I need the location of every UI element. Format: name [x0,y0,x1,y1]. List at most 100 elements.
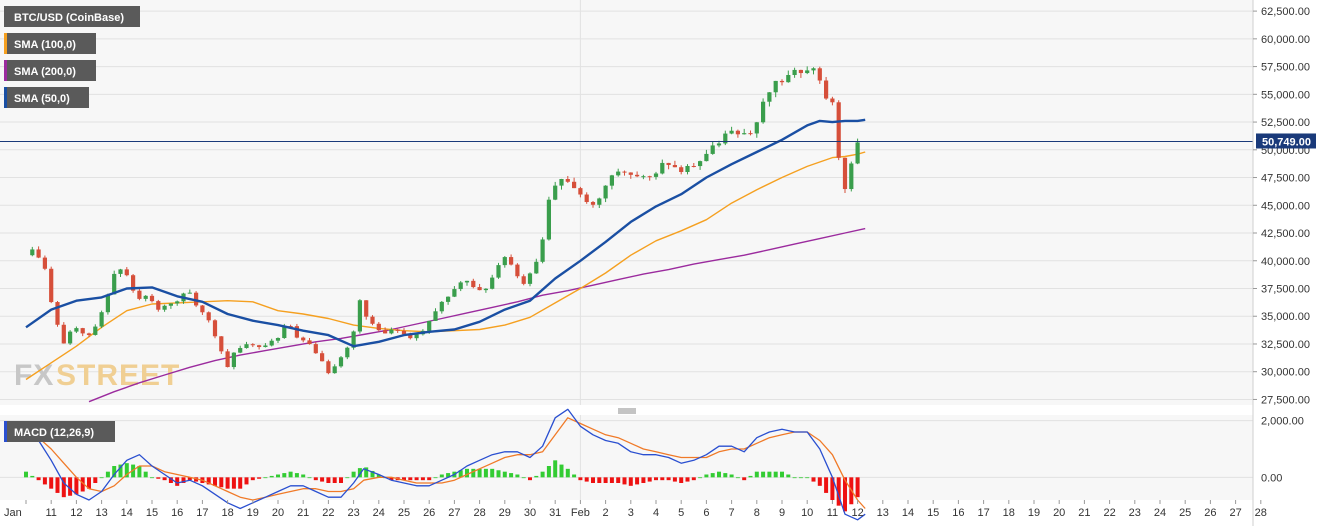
candle-body [389,329,394,334]
macd-histogram-bar [118,464,123,478]
candle-body [168,303,173,306]
macd-histogram-bar [509,473,514,478]
x-tick-label: 7 [729,507,735,519]
macd-histogram-bar [748,475,753,478]
candle-body [446,296,451,302]
candle-body [855,142,860,164]
macd-histogram-bar [24,471,28,478]
last-price-label: 50,749.00 [1262,136,1311,148]
y-tick-label: 62,500.00 [1261,6,1310,18]
candle-body [162,305,167,310]
candle-body [641,176,646,178]
candle-body [565,179,570,182]
candle-body [609,175,614,186]
x-tick-label: 18 [1003,507,1015,519]
candle-body [817,68,822,81]
candle-body [105,294,110,313]
x-tick-label: 4 [653,507,659,519]
candle-body [42,257,47,269]
x-tick-label: 30 [524,507,536,519]
candle-body [540,239,545,262]
macd-histogram-bar [80,477,85,492]
legend-sma100[interactable]: SMA (100,0) [4,33,96,54]
macd-histogram-bar [320,477,325,482]
macd-histogram-bar [439,474,444,478]
macd-histogram-bar [597,477,602,483]
candle-body [666,162,671,166]
macd-histogram-bar [729,474,734,478]
macd-histogram-bar [534,475,539,478]
macd-histogram-bar [351,471,356,478]
macd-histogram-bar [660,477,665,481]
macd-histogram-bar [36,477,41,481]
last-price-tag: 50,749.00 [1256,133,1316,149]
macd-histogram-bar [565,468,570,478]
macd-histogram-bar [515,474,520,478]
candle-body [773,80,778,93]
x-tick-label: 31 [549,507,561,519]
candle-body [395,329,400,331]
x-tick-label: 13 [877,507,889,519]
macd-histogram-bar [364,467,369,478]
macd-histogram-bar [137,466,142,478]
macd-histogram-bar [105,471,110,478]
pane-resize-handle[interactable] [618,408,636,414]
y-tick-label: 35,000.00 [1261,311,1310,323]
sma200-line [88,227,866,403]
candle-body [231,352,236,368]
x-tick-label: 29 [499,507,511,519]
macd-histogram-bar [458,470,463,478]
candle-body [603,185,608,199]
legend-sma50[interactable]: SMA (50,0) [4,87,89,108]
macd-histogram-bar [824,477,829,493]
legend-macd[interactable]: MACD (12,26,9) [4,421,115,442]
candle-body [672,165,677,168]
macd-signal-line [25,417,866,509]
sma100-line-group [25,151,866,381]
macd-histogram-bar [843,477,847,512]
candle-body [477,287,482,291]
macd-histogram-bar [156,477,161,479]
macd-histogram-bar [836,477,841,506]
candle-body [439,301,444,312]
candle-body [483,288,488,291]
macd-histogram-bar [465,468,469,478]
candle-body [370,316,375,324]
fxstreet-watermark: FX STREET [14,359,179,392]
macd-histogram-bar [754,471,759,478]
legend-btc[interactable]: BTC/USD (CoinBase) [4,6,140,27]
macd-histogram-bar [622,477,627,485]
candles-group [30,66,860,375]
candle-body [112,273,117,295]
legend-sma50-label: SMA (50,0) [14,93,70,105]
candle-body [534,261,539,274]
candle-body [326,361,331,374]
macd-histogram-bar [679,477,684,483]
candle-body [408,334,413,339]
candle-body [257,345,262,348]
y-tick-label: 32,500.00 [1261,339,1310,351]
macd-histogram-bar [181,477,186,483]
macd-histogram-bar [307,477,312,479]
macd-histogram-bar [742,477,747,481]
macd-panel-background [0,415,1253,500]
macd-histogram-bar [773,471,778,478]
candle-body [742,133,747,135]
candle-body [471,280,476,288]
macd-histogram-bar [792,477,797,479]
legend-sma200[interactable]: SMA (200,0) [4,60,96,81]
macd-histogram-bar [61,477,66,498]
candle-body [735,130,740,135]
y-tick-label: 42,500.00 [1261,228,1310,240]
macd-histogram-bar [717,471,721,478]
macd-histogram-bar [830,477,835,500]
macd-histogram-bar [477,468,482,478]
candle-body [175,301,180,304]
candle-body [288,326,293,328]
candle-body [86,333,92,335]
x-tick-label: 12 [851,507,863,519]
macd-histogram-bar [250,477,255,481]
macd-histogram-bar [698,477,703,479]
